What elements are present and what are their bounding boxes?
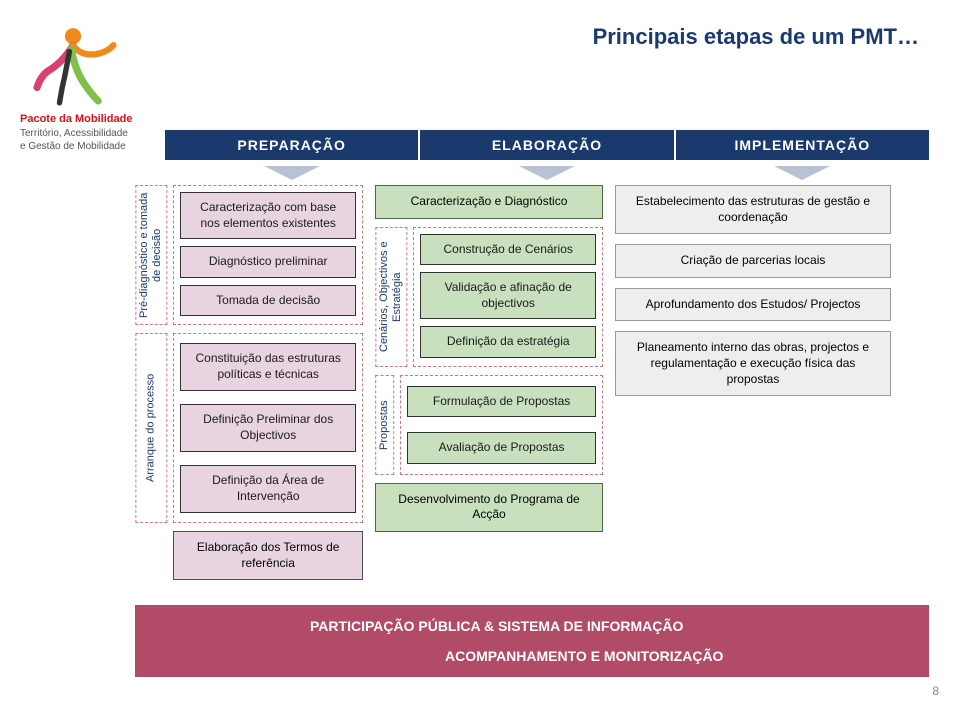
brand-logo-icon [28,20,118,110]
box-constituicao: Constituição das estruturas políticas e … [180,343,356,390]
column-implementacao: Estabelecimento das estruturas de gestão… [615,185,891,605]
row-cenarios: Cenários, Objectivos e Estratégia Constr… [375,227,603,367]
arrows-row [165,162,929,180]
brand-line3: e Gestão de Mobilidade [20,140,132,154]
arrow-2 [420,162,675,180]
column-elaboracao: Caracterização e Diagnóstico Cenários, O… [375,185,603,605]
phase-elaboracao: ELABORAÇÃO [420,130,675,160]
col1-content: Caracterização com base nos elementos ex… [173,185,363,605]
phase-header-row: PREPARAÇÃO ELABORAÇÃO IMPLEMENTAÇÃO [165,130,929,160]
arrow-3 [674,162,929,180]
bottom-label-participacao: PARTICIPAÇÃO PÚBLICA & SISTEMA DE INFORM… [310,618,683,634]
vlabel-pre-diagnostico: Pré-diagnóstico e tomada de decisão [135,185,167,325]
box-elaboracao-termos: Elaboração dos Termos de referência [173,531,363,580]
arrow-1 [165,162,420,180]
vlabel-propostas: Propostas [375,375,394,475]
column-preparacao: Pré-diagnóstico e tomada de decisão Arra… [135,185,363,605]
phase-implementacao: IMPLEMENTAÇÃO [676,130,929,160]
brand-line2: Território, Acessibilidade [20,127,132,141]
box-estabelecimento: Estabelecimento das estruturas de gestão… [615,185,891,234]
box-aprofundamento: Aprofundamento dos Estudos/ Projectos [615,288,891,322]
box-caracterizacao-diag: Caracterização e Diagnóstico [375,185,603,219]
box-def-preliminar-obj: Definição Preliminar dos Objectivos [180,404,356,451]
row-propostas: Propostas Formulação de Propostas Avalia… [375,375,603,475]
vlabel-arranque: Arranque do processo [135,333,167,523]
col1-vlabels: Pré-diagnóstico e tomada de decisão Arra… [135,185,167,605]
brand-line1: Pacote da Mobilidade [20,112,132,127]
box-planeamento-interno: Planeamento interno das obras, projectos… [615,331,891,396]
box-def-area: Definição da Área de Intervenção [180,465,356,512]
col3-content: Estabelecimento das estruturas de gestão… [615,185,891,605]
phase-preparacao: PREPARAÇÃO [165,130,420,160]
box-avaliacao-propostas: Avaliação de Propostas [407,432,596,464]
group-pre-diagnostico: Caracterização com base nos elementos ex… [173,185,363,325]
group-cenarios: Construção de Cenários Validação e afina… [413,227,603,367]
main-diagram: Pré-diagnóstico e tomada de decisão Arra… [135,185,929,605]
box-desenvolvimento-programa: Desenvolvimento do Programa de Acção [375,483,603,532]
box-def-estrategia: Definição da estratégia [420,326,596,358]
page-title: Principais etapas de um PMT… [593,24,919,50]
page-number: 8 [932,684,939,698]
box-formulacao-propostas: Formulação de Propostas [407,386,596,418]
brand-text: Pacote da Mobilidade Território, Acessib… [20,112,132,154]
box-parcerias: Criação de parcerias locais [615,244,891,278]
group-propostas: Formulação de Propostas Avaliação de Pro… [400,375,603,475]
box-caracterizacao-base: Caracterização com base nos elementos ex… [180,192,356,239]
bottom-label-acompanhamento: ACOMPANHAMENTO E MONITORIZAÇÃO [445,648,723,664]
box-construcao-cenarios: Construção de Cenários [420,234,596,266]
vlabel-cenarios: Cenários, Objectivos e Estratégia [375,227,407,367]
group-arranque: Constituição das estruturas políticas e … [173,333,363,523]
box-tomada-decisao: Tomada de decisão [180,285,356,317]
box-diagnostico-preliminar: Diagnóstico preliminar [180,246,356,278]
box-validacao-obj: Validação e afinação de objectivos [420,272,596,319]
